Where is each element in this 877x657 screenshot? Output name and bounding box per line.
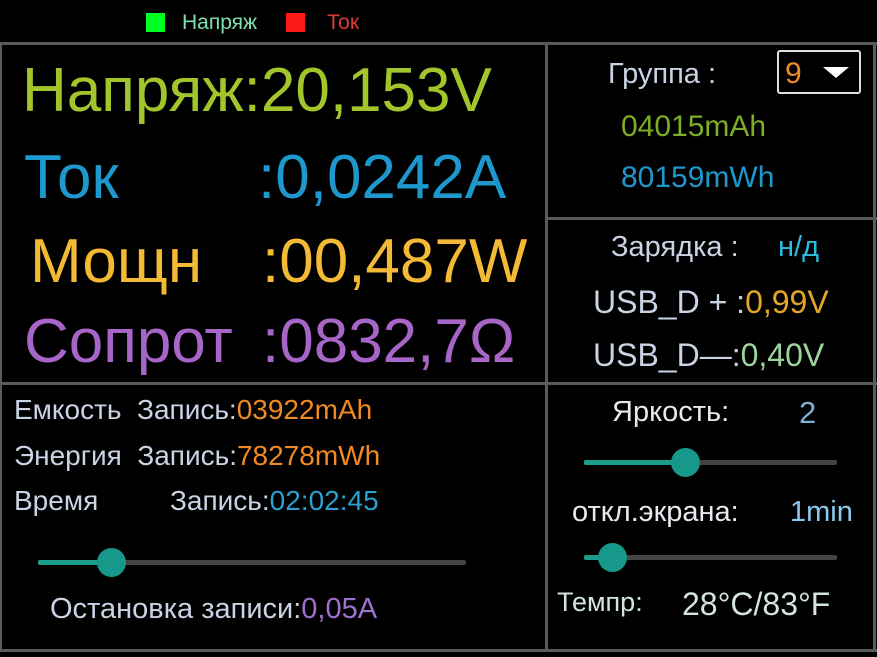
time-row: Запись:02:02:45 <box>170 487 379 515</box>
slider-thumb[interactable] <box>597 543 627 572</box>
voltage-reading: Напряж:20,153V <box>22 60 492 122</box>
divider-horizontal <box>0 382 877 385</box>
screen-off-value: 1min <box>790 496 853 528</box>
power-reading: :00,487W <box>262 231 527 293</box>
energy-value: 78278mWh <box>236 440 381 471</box>
stop-value: 0,05A <box>301 593 378 625</box>
current-sep: : <box>258 143 276 212</box>
temp-value: 28°C/83°F <box>682 586 831 622</box>
current-label: Ток <box>24 143 119 212</box>
usb-dminus: USB_D—:0,40V <box>593 339 824 371</box>
capacity-record-label: Запись: <box>137 394 237 425</box>
frame-bottom <box>0 649 877 652</box>
group-selected-value: 9 <box>785 57 802 90</box>
group-label: Группа : <box>608 58 717 90</box>
energy-label: Энергия <box>14 440 122 471</box>
current-value: 0,0242A <box>275 143 507 212</box>
slider-thumb[interactable] <box>96 548 126 577</box>
capacity-label: Емкость <box>14 394 122 425</box>
screen-off-slider[interactable] <box>584 543 837 572</box>
capacity-row: Емкость Запись:03922mAh <box>14 396 372 424</box>
slider-fill <box>38 560 111 565</box>
legend-voltage-label: Напряж <box>182 11 258 34</box>
chevron-down-icon <box>823 67 849 78</box>
time-label: Время <box>14 485 99 516</box>
time-value: 02:02:45 <box>269 485 379 516</box>
power-sep: : <box>262 227 280 296</box>
group-mwh: 80159mWh <box>621 161 775 194</box>
resistance-sep: : <box>262 307 280 376</box>
group-select[interactable]: 9 <box>777 50 861 94</box>
usb-dminus-value: 0,40V <box>740 337 825 373</box>
stop-row: Остановка записи:0,05A <box>50 595 377 624</box>
slider-fill <box>584 460 686 465</box>
frame-right <box>873 42 876 652</box>
voltage-value: 20,153V <box>260 56 492 125</box>
resistance-value: 0832,7Ω <box>279 307 516 376</box>
brightness-value: 2 <box>799 395 817 430</box>
energy-row: Энергия Запись:78278mWh <box>14 442 380 470</box>
brightness-slider[interactable] <box>584 448 837 477</box>
frame-top <box>0 42 877 45</box>
current-reading: :0,0242A <box>258 147 506 209</box>
energy-record-label: Запись: <box>137 440 237 471</box>
power-label: Мощн <box>30 227 203 296</box>
usb-dplus: USB_D + :0,99V <box>593 286 829 318</box>
stop-threshold-slider[interactable] <box>38 548 466 577</box>
charging-value: н/д <box>778 231 819 263</box>
screen-off-label: откл.экрана: <box>572 496 739 528</box>
usb-dplus-value: 0,99V <box>745 284 829 320</box>
divider-vertical <box>545 42 548 652</box>
legend-current-label: Ток <box>327 11 360 34</box>
usb-dminus-label: USB_D—: <box>593 337 741 373</box>
power-value: 00,487W <box>279 227 528 296</box>
capacity-value: 03922mAh <box>236 394 373 425</box>
stop-label: Остановка записи: <box>50 593 302 625</box>
usb-dplus-label: USB_D + : <box>593 284 746 320</box>
voltage-label: Напряж: <box>22 56 261 125</box>
divider-right-top <box>545 217 877 220</box>
slider-thumb[interactable] <box>671 448 701 477</box>
resistance-reading: :0832,7Ω <box>262 311 515 373</box>
frame-left <box>0 42 2 652</box>
legend-current-swatch <box>286 13 305 32</box>
resistance-label: Сопрот <box>24 307 233 376</box>
time-record-label: Запись: <box>170 485 270 516</box>
group-mah: 04015mAh <box>621 110 767 143</box>
brightness-label: Яркость: <box>612 396 730 428</box>
charging-label: Зарядка : <box>611 231 739 263</box>
legend-voltage-swatch <box>146 13 165 32</box>
temp-label: Темпр: <box>557 587 643 617</box>
